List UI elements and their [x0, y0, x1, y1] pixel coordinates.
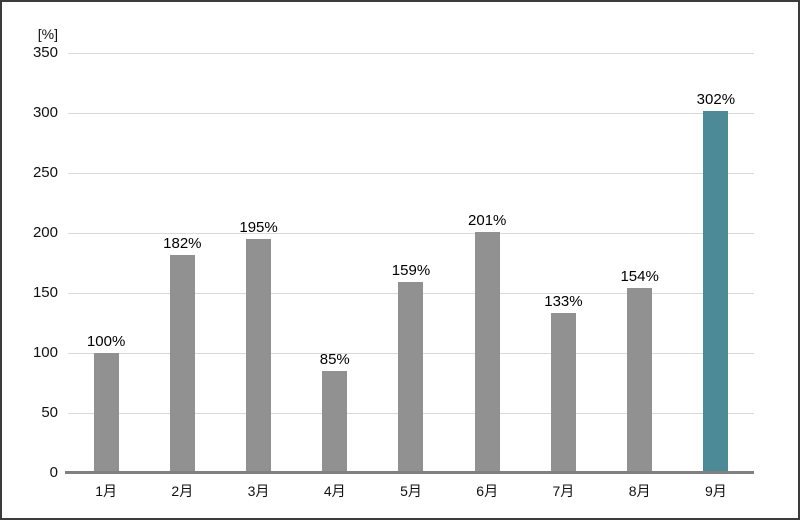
bar: [246, 239, 272, 473]
bar: [703, 110, 729, 473]
x-axis: 1月 2月 3月 4月 5月 6月 7月 8月 9月: [68, 481, 754, 501]
gridline: [68, 172, 754, 174]
y-tick-label: 350: [32, 44, 58, 61]
x-tick-label: 6月: [476, 483, 499, 499]
bar-group: 85%: [297, 53, 373, 473]
y-tick-label: 150: [32, 284, 58, 301]
bar-value-label: 195%: [239, 219, 278, 236]
bar-group: 195%: [220, 53, 296, 473]
gridline: [68, 52, 754, 54]
bar: [627, 288, 653, 473]
bar-value-label: 133%: [544, 293, 583, 311]
plot-area: 100% 182% 195% 85% 159% 201% 133% 154% 302%: [65, 52, 754, 474]
y-tick-label: 50: [41, 404, 58, 421]
bar-value-label: 100%: [86, 333, 126, 350]
bar-value-label: 85%: [319, 351, 350, 368]
bar-group: 159%: [373, 53, 449, 473]
x-tick-label: 2月: [171, 483, 194, 499]
bar: [93, 353, 119, 473]
x-tick-label: 5月: [400, 483, 422, 499]
x-axis-line: [65, 471, 754, 474]
x-tick-label: 1月: [95, 483, 117, 499]
x-tick-label: 4月: [323, 483, 346, 499]
y-tick-label: 100: [32, 344, 58, 361]
bar-value-label: 302%: [696, 90, 736, 108]
bar-group: 201%: [449, 53, 525, 473]
bar: [398, 282, 424, 473]
bars: 100% 182% 195% 85% 159% 201% 133% 154% 302%: [68, 53, 754, 473]
y-tick-label: 200: [32, 224, 58, 241]
gridline: [68, 232, 754, 234]
bar: [550, 313, 576, 473]
bar: [474, 231, 500, 473]
bar-group: 154%: [602, 53, 678, 473]
bar-group: 182%: [144, 53, 220, 473]
bar: [169, 254, 195, 473]
bar: [322, 371, 348, 473]
x-tick-label: 3月: [247, 483, 270, 499]
gridline: [68, 112, 754, 114]
y-tick-label: 300: [32, 104, 58, 121]
bar-value-label: 154%: [620, 268, 659, 286]
x-tick-label: 8月: [628, 483, 651, 499]
y-tick-label: 0: [49, 464, 58, 481]
bar-group: 133%: [525, 53, 601, 473]
x-tick-label: 9月: [704, 483, 727, 499]
x-tick-label: 7月: [552, 483, 575, 499]
bar-value-label: 201%: [468, 211, 507, 229]
y-axis-unit-label: [%]: [37, 26, 58, 42]
bar-group: 100%: [68, 53, 144, 473]
bar-value-label: 159%: [391, 262, 431, 280]
y-tick-label: 250: [32, 164, 58, 181]
bar-group: 302%: [678, 53, 754, 473]
bar-value-label: 182%: [163, 234, 202, 252]
